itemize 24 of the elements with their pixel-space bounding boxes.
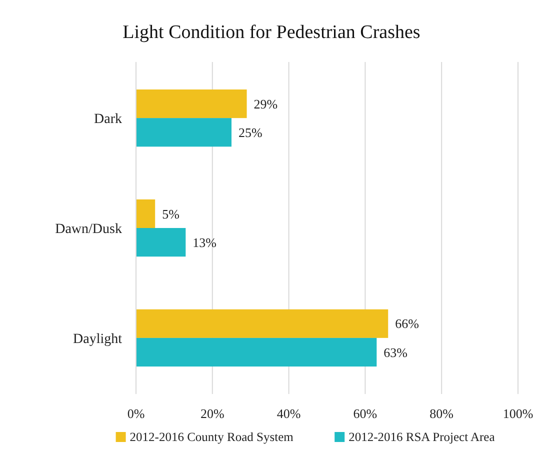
legend-label: 2012-2016 County Road System (130, 430, 294, 444)
y-tick-label: Dawn/Dusk (55, 222, 122, 237)
data-label: 66% (395, 316, 420, 332)
bar (136, 118, 232, 147)
x-tick-label: 60% (353, 406, 378, 421)
y-tick-label: Daylight (73, 332, 122, 347)
x-tick-label: 0% (127, 406, 145, 421)
bar (136, 228, 186, 257)
data-label: 63% (384, 344, 408, 360)
chart-title: Light Condition for Pedestrian Crashes (122, 22, 420, 43)
bar (136, 309, 388, 338)
data-label: 25% (238, 124, 262, 140)
bar (136, 338, 377, 367)
x-tick-label: 20% (200, 406, 224, 421)
data-label: 13% (192, 234, 217, 250)
data-label: 29% (254, 96, 278, 112)
x-tick-label: 100% (502, 406, 534, 421)
x-tick-label: 40% (276, 406, 301, 421)
bar (136, 89, 247, 118)
legend-label: 2012-2016 RSA Project Area (348, 430, 496, 444)
bar (136, 199, 156, 228)
x-tick-label: 80% (430, 406, 454, 421)
y-tick-label: Dark (94, 112, 122, 127)
data-label: 5% (162, 206, 180, 222)
